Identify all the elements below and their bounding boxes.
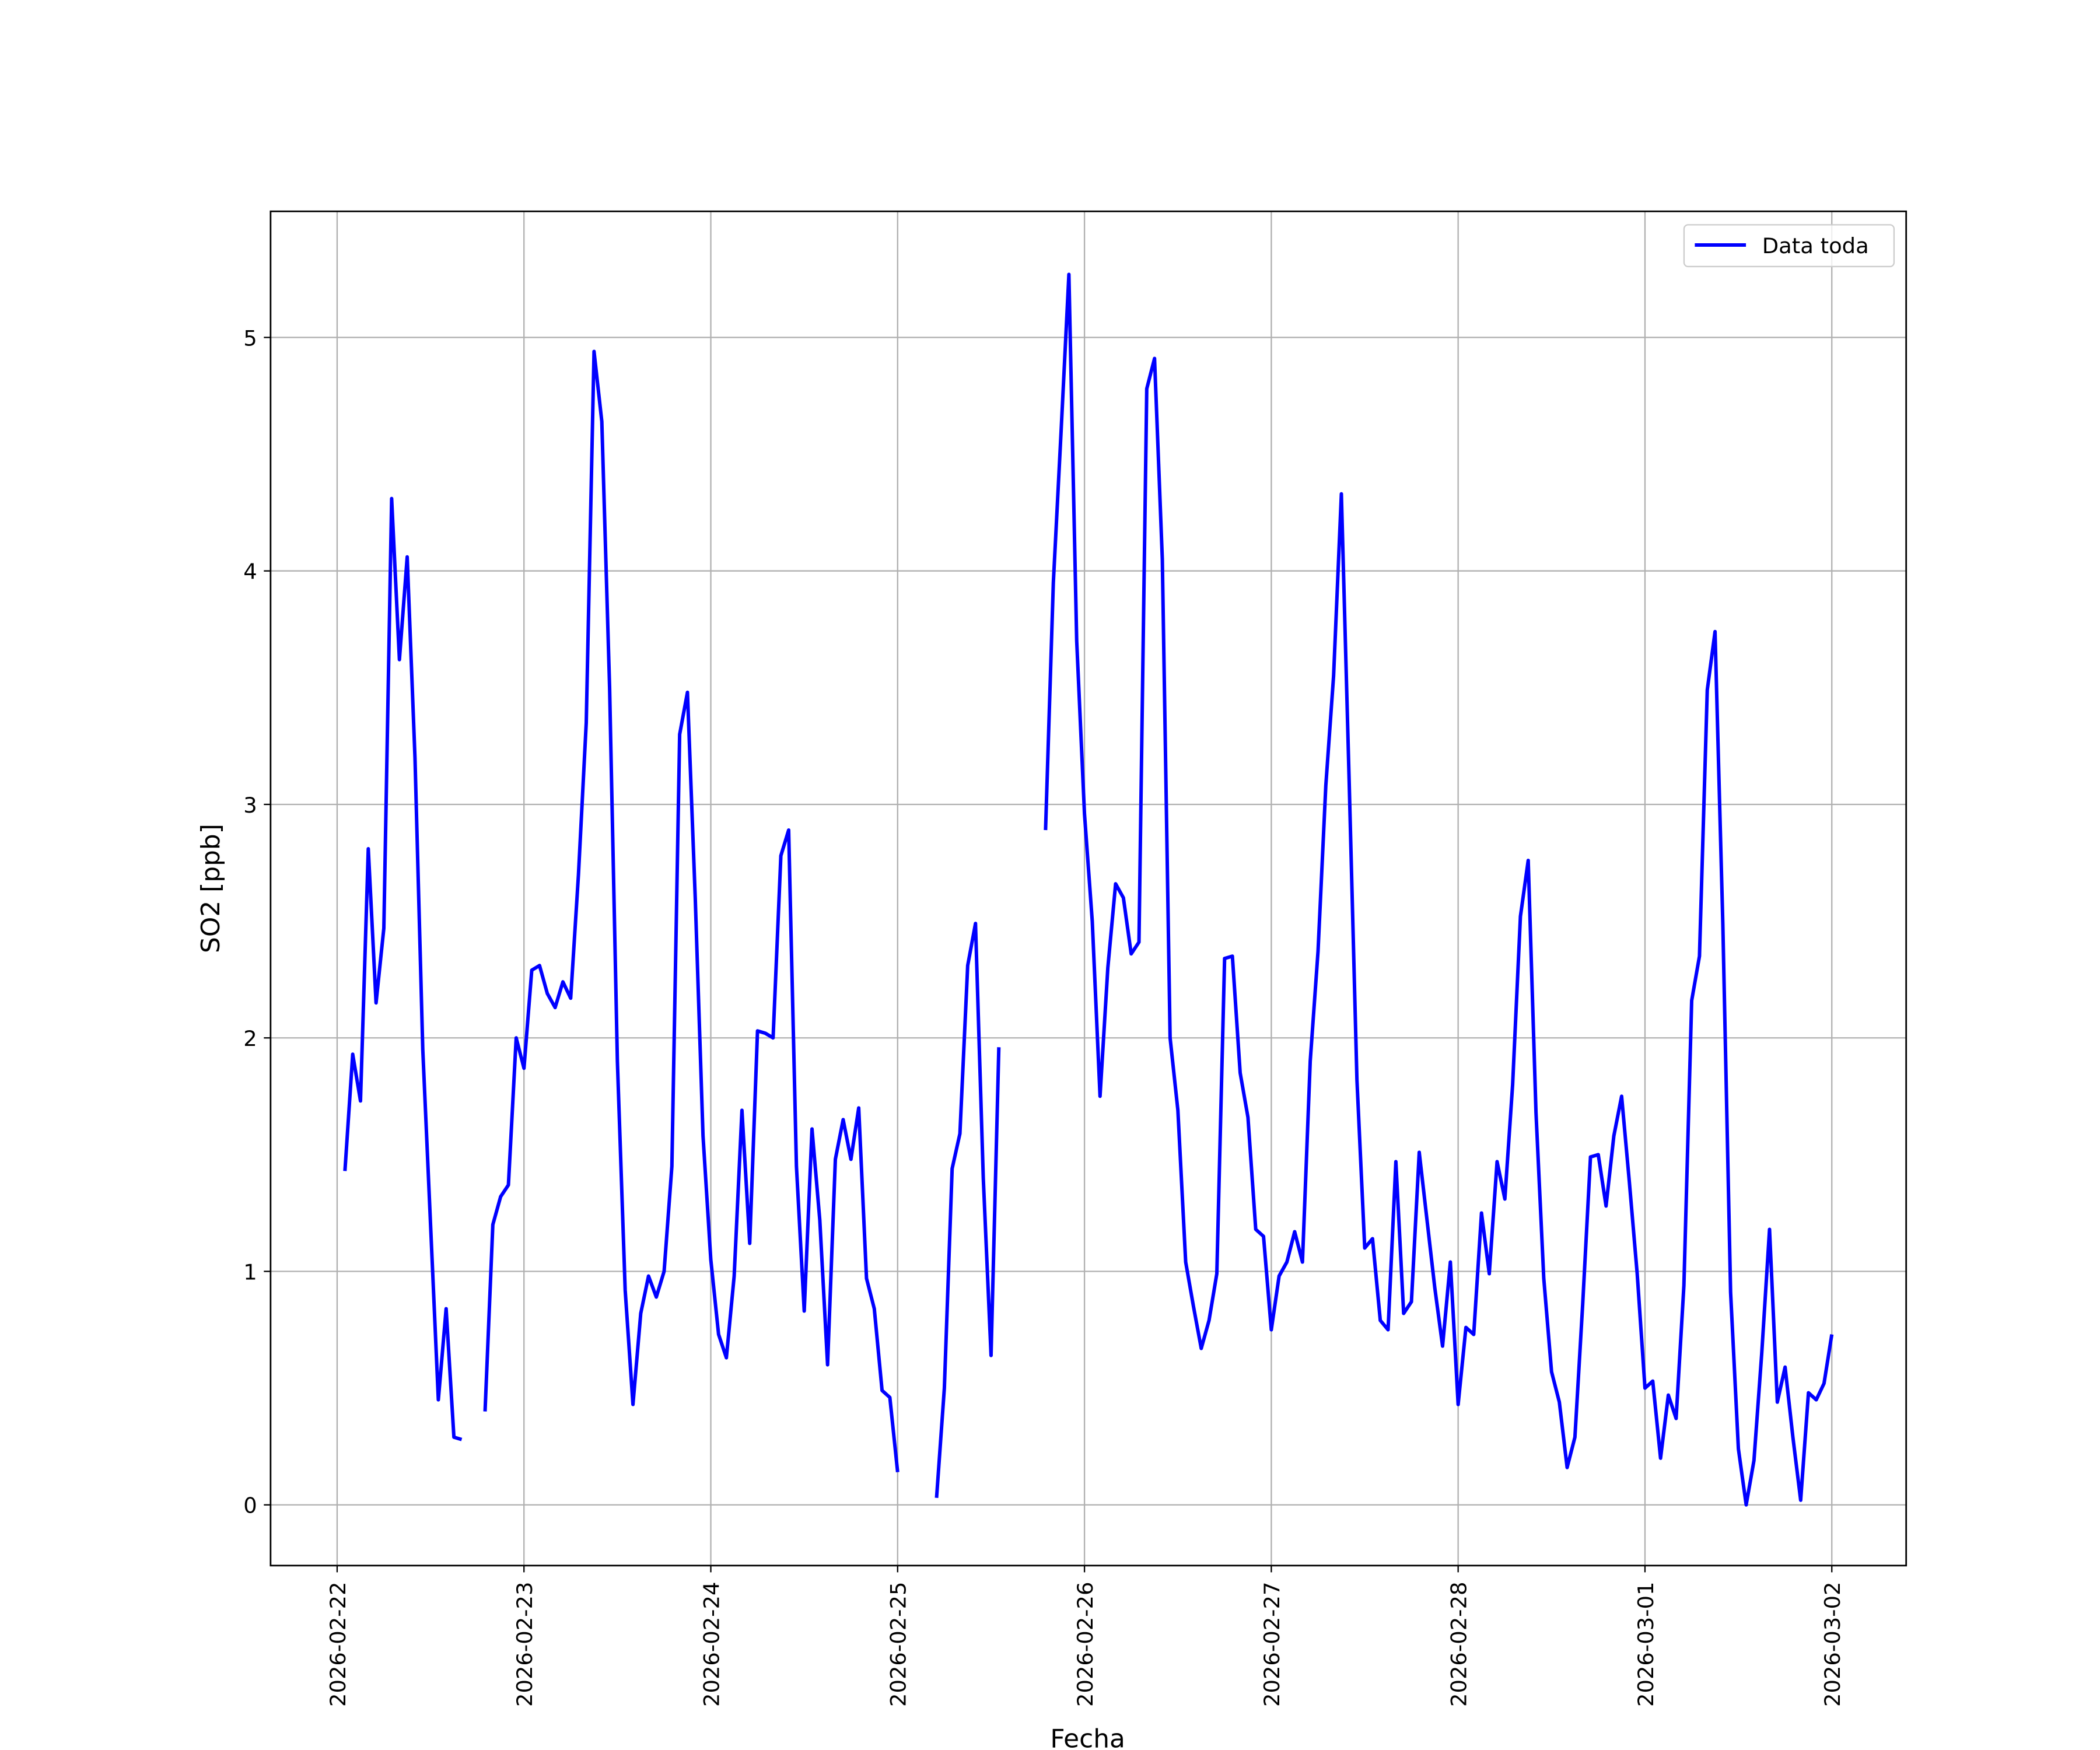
x-tick-label: 2026-02-23 bbox=[512, 1582, 537, 1707]
x-axis-label: Fecha bbox=[1050, 1724, 1125, 1750]
x-tick-label: 2026-03-02 bbox=[1820, 1582, 1845, 1707]
data-line bbox=[343, 272, 1834, 1507]
y-tick-label: 5 bbox=[243, 326, 257, 351]
y-axis-label: SO2 [ppb] bbox=[196, 824, 226, 953]
y-tick-label: 3 bbox=[243, 793, 257, 818]
y-tick-label: 4 bbox=[243, 559, 257, 584]
x-tick-label: 2026-02-26 bbox=[1073, 1582, 1098, 1707]
legend: Data toda bbox=[1683, 224, 1895, 268]
x-tick-label: 2026-03-01 bbox=[1633, 1582, 1658, 1707]
plot-area: 0 1 2 3 4 5 2026-02-22 2026-02-23 2026-02-24 2026… bbox=[243, 211, 1906, 1707]
axes-frame bbox=[270, 210, 1908, 1567]
x-tick-label: 2026-02-24 bbox=[699, 1582, 724, 1707]
legend-box bbox=[1683, 224, 1895, 268]
x-tick-label: 2026-02-22 bbox=[326, 1582, 351, 1707]
y-tick-label: 0 bbox=[243, 1493, 257, 1518]
background bbox=[6, 0, 2094, 1750]
legend-label: Data toda bbox=[1762, 233, 1869, 258]
y-tick-label: 2 bbox=[243, 1026, 257, 1051]
x-tick-label: 2026-02-27 bbox=[1259, 1582, 1284, 1707]
x-tick-label: 2026-02-28 bbox=[1447, 1582, 1472, 1707]
x-tick-label: 2026-02-25 bbox=[886, 1582, 911, 1707]
y-tick-label: 1 bbox=[243, 1259, 257, 1284]
